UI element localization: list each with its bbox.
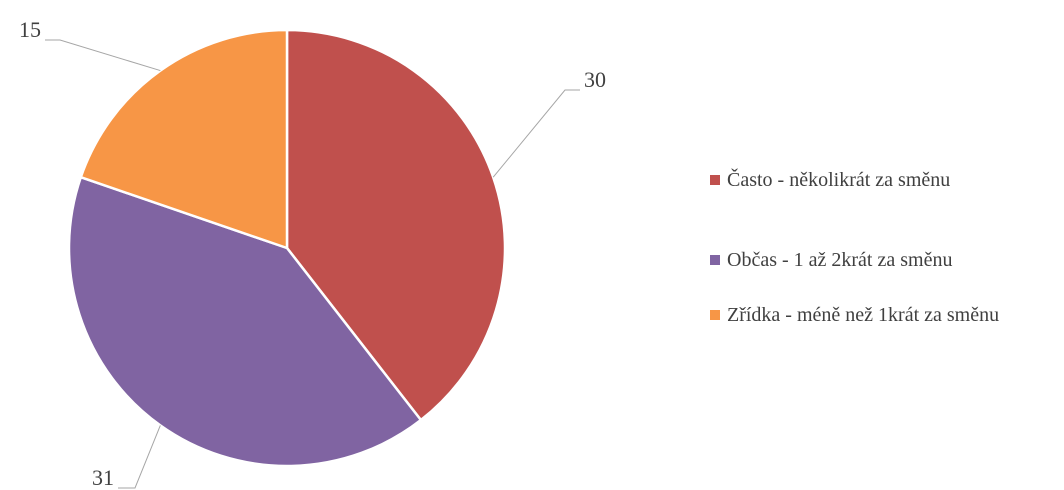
legend-swatch (710, 255, 720, 265)
leader-line (118, 425, 161, 489)
pie-slice (67, 175, 423, 468)
chart: 30 31 15 (19, 17, 606, 490)
pie-slice (285, 28, 507, 422)
leader-line (492, 89, 580, 178)
legend-swatch (710, 310, 720, 320)
legend-swatch (710, 175, 720, 185)
data-label: 30 (584, 67, 606, 92)
legend-item: Občas - 1 až 2krát za směnu (710, 247, 1060, 273)
legend-label: Občas - 1 až 2krát za směnu (727, 249, 953, 271)
legend-label: Zřídka - méně než 1krát za směnu (727, 304, 1000, 326)
legend-label: Často - několikrát za směnu (727, 169, 951, 191)
data-label: 31 (92, 465, 114, 490)
legend-item: Často - několikrát za směnu (710, 167, 1060, 193)
data-label: 15 (19, 17, 41, 42)
legend-item: Zřídka - méně než 1krát za směnu (710, 302, 1060, 328)
leader-line (45, 39, 161, 72)
